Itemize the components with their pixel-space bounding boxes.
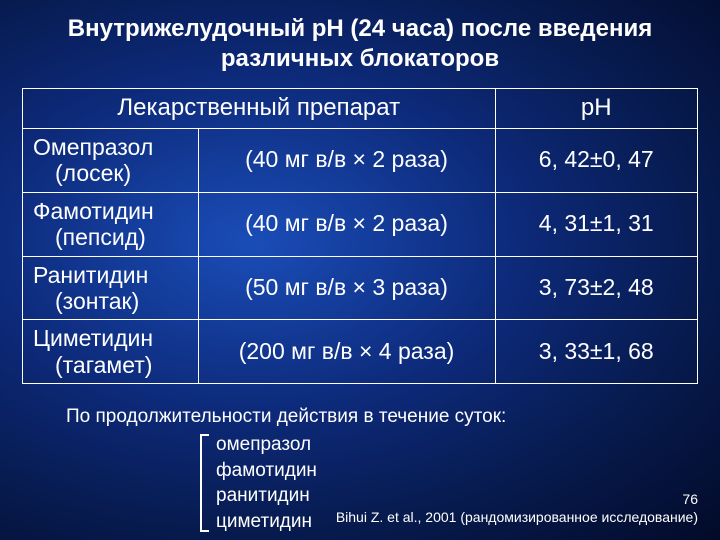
ph-cell: 3, 33±1, 68: [495, 320, 698, 384]
dose-cell: (50 мг в/в × 3 раза): [198, 256, 495, 320]
table-row: Омепразол(лосек)(40 мг в/в × 2 раза)6, 4…: [23, 128, 698, 192]
col-header-ph: рН: [495, 89, 698, 129]
citation-text: Bihui Z. et al., 2001 (рандомизированное…: [336, 509, 698, 525]
drug-name-cell: Омепразол(лосек): [23, 128, 199, 192]
footnote-item: омепразол: [216, 432, 698, 458]
page-number: 76: [336, 490, 698, 508]
col-header-drug: Лекарственный препарат: [23, 89, 496, 129]
table-body: Омепразол(лосек)(40 мг в/в × 2 раза)6, 4…: [23, 128, 698, 384]
ph-table: Лекарственный препарат рН Омепразол(лосе…: [22, 88, 698, 384]
bracket-icon: [200, 434, 210, 530]
ph-cell: 4, 31±1, 31: [495, 192, 698, 256]
citation: 76 Bihui Z. et al., 2001 (рандомизирован…: [336, 490, 698, 526]
footnote-lead: По продолжительности действия в течение …: [66, 404, 698, 430]
dose-cell: (200 мг в/в × 4 раза): [198, 320, 495, 384]
ph-cell: 3, 73±2, 48: [495, 256, 698, 320]
drug-name-cell: Фамотидин(пепсид): [23, 192, 199, 256]
footnote-item: фамотидин: [216, 458, 698, 484]
table-row: Ранитидин(зонтак)(50 мг в/в × 3 раза)3, …: [23, 256, 698, 320]
table-row: Фамотидин(пепсид)(40 мг в/в × 2 раза)4, …: [23, 192, 698, 256]
dose-cell: (40 мг в/в × 2 раза): [198, 128, 495, 192]
table-header-row: Лекарственный препарат рН: [23, 89, 698, 129]
dose-cell: (40 мг в/в × 2 раза): [198, 192, 495, 256]
table-row: Циметидин(тагамет)(200 мг в/в × 4 раза)3…: [23, 320, 698, 384]
drug-name-cell: Ранитидин(зонтак): [23, 256, 199, 320]
slide-title: Внутрижелудочный рН (24 часа) после введ…: [22, 14, 698, 74]
ph-cell: 6, 42±0, 47: [495, 128, 698, 192]
drug-name-cell: Циметидин(тагамет): [23, 320, 199, 384]
